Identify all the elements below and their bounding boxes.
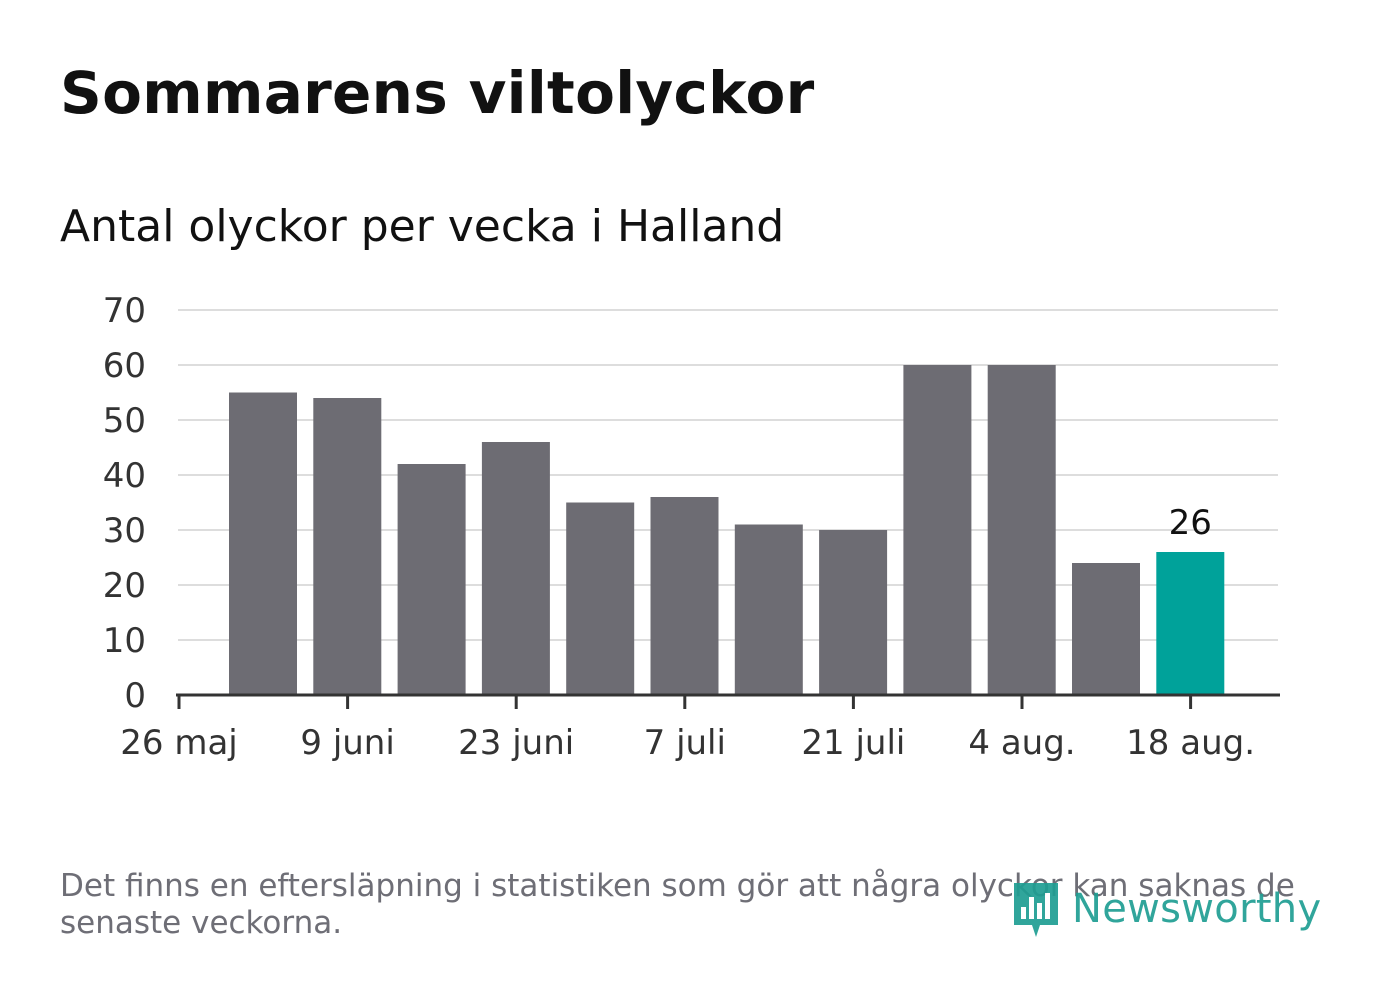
x-tick-label: 21 juli	[801, 723, 905, 763]
chart-title: Sommarens viltolyckor	[60, 59, 815, 127]
y-tick-label: 50	[103, 401, 146, 441]
x-tick-label: 23 juni	[458, 723, 574, 763]
bar	[1072, 563, 1140, 695]
highlight-value-label: 26	[1169, 503, 1212, 543]
chart-subtitle: Antal olyckor per vecka i Halland	[60, 201, 785, 252]
bar	[397, 464, 466, 695]
y-tick-label: 40	[103, 456, 146, 496]
y-tick-label: 10	[103, 621, 146, 661]
bar	[987, 365, 1056, 695]
logo-text: Newsworthy	[1072, 886, 1322, 932]
bars	[229, 365, 1225, 695]
y-axis-ticks: 0 10 20 30 40 50 60 70	[103, 291, 146, 716]
bar-highlighted	[1156, 552, 1225, 695]
bar	[313, 398, 382, 695]
bar	[819, 530, 888, 695]
x-axis-ticks: 26 maj 9 juni 23 juni 7 juli 21 juli 4 aug. 18…	[120, 695, 1255, 763]
bar	[650, 497, 719, 695]
data-labels: 26	[1169, 503, 1212, 543]
y-tick-label: 20	[103, 566, 146, 606]
y-tick-label: 30	[103, 511, 146, 551]
x-tick-label: 26 maj	[120, 723, 237, 763]
newsworthy-logo-icon	[1014, 883, 1058, 937]
bar	[229, 392, 297, 695]
x-tick-label: 7 juli	[644, 723, 726, 763]
bar	[903, 365, 972, 695]
bar	[734, 524, 803, 695]
y-tick-label: 0	[124, 676, 146, 716]
y-tick-label: 70	[103, 291, 146, 331]
x-tick-label: 4 aug.	[968, 723, 1075, 763]
y-tick-label: 60	[103, 346, 146, 386]
x-tick-label: 18 aug.	[1126, 723, 1255, 763]
bar	[481, 442, 550, 695]
x-tick-label: 9 juni	[300, 723, 394, 763]
bar	[566, 502, 635, 695]
footnote: Det finns en eftersläpning i statistiken…	[60, 868, 1295, 941]
newsworthy-logo: Newsworthy	[1010, 876, 1321, 942]
